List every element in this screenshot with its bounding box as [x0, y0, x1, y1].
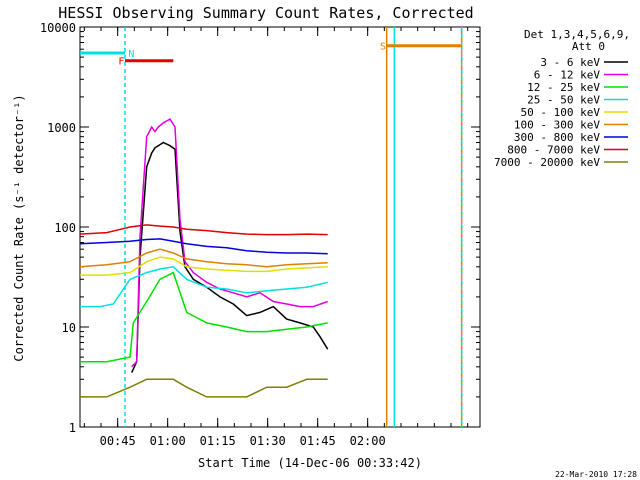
flag-label-N: N: [128, 49, 134, 60]
series-line-2: [80, 271, 328, 363]
flag-label-F: F: [118, 57, 124, 68]
series-line-7: [79, 224, 328, 236]
legend-entry-label: 25 - 50 keV: [527, 94, 600, 107]
x-tick-label: 01:30: [250, 434, 286, 448]
legend-entry-label: 7000 - 20000 keV: [494, 156, 600, 169]
x-tick-label: 01:00: [150, 434, 186, 448]
x-tick-label: 02:00: [350, 434, 386, 448]
x-tick-label: 00:45: [100, 434, 136, 448]
series-lines: [79, 118, 329, 398]
y-tick-label: 1: [69, 421, 76, 435]
series-line-5: [79, 248, 328, 268]
legend-header-line-2: Att 0: [572, 40, 605, 53]
legend-entry-label: 100 - 300 keV: [514, 119, 600, 132]
chart-title: HESSI Observing Summary Count Rates, Cor…: [58, 4, 473, 22]
y-tick-label: 100: [54, 221, 76, 235]
flag-bars: FN S: [80, 42, 462, 68]
series-line-4: [80, 256, 328, 276]
axis-ticks: 1 10 100 1000 10000 00:45 01:00 01:15 01:30 01:45…: [40, 21, 480, 448]
y-tick-label: 1000: [47, 121, 76, 135]
legend-entry-label: 300 - 800 keV: [514, 131, 600, 144]
series-line-1: [131, 118, 328, 368]
y-axis-label: Corrected Count Rate (s⁻¹ detector⁻¹): [12, 94, 26, 361]
y-tick-label: 10000: [40, 21, 76, 35]
series-line-3: [80, 265, 328, 308]
y-tick-label: 10: [62, 321, 76, 335]
legend-entry-label: 50 - 100 keV: [521, 106, 601, 119]
x-tick-label: 01:45: [300, 434, 336, 448]
flag-label-S: S: [380, 42, 386, 53]
x-tick-label: 01:15: [200, 434, 236, 448]
series-line-6: [79, 238, 328, 255]
vertical-markers: [124, 27, 463, 427]
legend-entry-label: 6 - 12 keV: [534, 69, 601, 82]
legend-entry-label: 12 - 25 keV: [527, 81, 600, 94]
x-axis-label: Start Time (14-Dec-06 00:33:42): [198, 456, 422, 470]
series-line-8: [80, 378, 328, 398]
legend-header-line-1: Det 1,3,4,5,6,9,: [524, 28, 630, 41]
footer-date: 22-Mar-2010 17:28: [555, 470, 637, 479]
legend-entry-label: 800 - 7000 keV: [507, 144, 600, 157]
legend-entry-label: 3 - 6 keV: [540, 56, 600, 69]
series-line-0: [131, 141, 329, 373]
